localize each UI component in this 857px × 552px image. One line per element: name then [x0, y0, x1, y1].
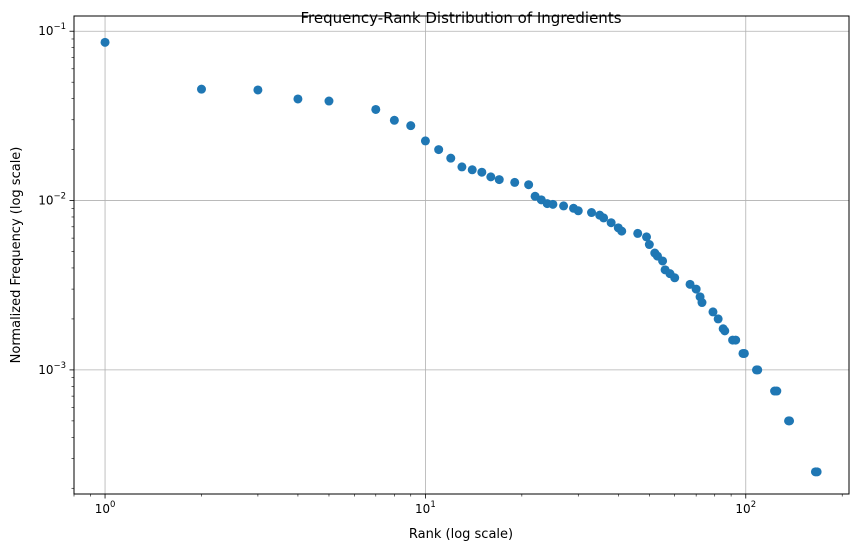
- chart-title: Frequency-Rank Distribution of Ingredien…: [300, 9, 621, 27]
- y-tick-label: 10−3: [38, 361, 66, 377]
- data-point: [371, 104, 381, 114]
- data-point: [477, 167, 487, 177]
- data-point: [467, 165, 477, 175]
- data-point: [196, 84, 206, 94]
- x-tick-label: 102: [735, 500, 756, 516]
- x-axis-label: Rank (log scale): [409, 527, 513, 542]
- data-point: [559, 201, 569, 211]
- data-point: [697, 298, 707, 308]
- data-point: [739, 348, 749, 358]
- data-point: [642, 232, 652, 242]
- x-tick-label: 101: [415, 500, 436, 516]
- data-point: [434, 145, 444, 155]
- data-point: [457, 162, 467, 172]
- data-point: [548, 199, 558, 209]
- data-point: [420, 136, 430, 146]
- data-point: [389, 115, 399, 125]
- data-point: [644, 240, 654, 250]
- data-point: [658, 256, 668, 266]
- data-point: [510, 177, 520, 187]
- data-point: [253, 85, 263, 95]
- y-tick-label: 10−2: [38, 192, 66, 208]
- data-point: [731, 335, 741, 345]
- data-point: [100, 37, 110, 47]
- data-point: [670, 273, 680, 283]
- data-point: [494, 175, 504, 185]
- data-point: [324, 96, 334, 106]
- x-tick-label: 100: [95, 500, 116, 516]
- grid: [74, 16, 849, 494]
- y-tick-label: 10−1: [38, 22, 66, 38]
- data-point: [772, 386, 782, 396]
- data-point: [293, 94, 303, 104]
- plot-frame: [73, 15, 850, 495]
- data-point: [708, 307, 718, 317]
- data-point: [606, 218, 616, 228]
- data-point: [587, 208, 597, 218]
- data-point: [599, 213, 609, 223]
- data-point: [573, 206, 583, 216]
- data-point: [406, 121, 416, 131]
- data-point: [446, 153, 456, 163]
- data-point: [685, 279, 695, 289]
- data-point: [617, 226, 627, 236]
- y-axis-label: Normalized Frequency (log scale): [9, 147, 24, 364]
- data-point: [753, 365, 763, 375]
- data-point: [713, 314, 723, 324]
- axis-ticks: 100 101 102 10−3 10−2 10−1: [38, 22, 843, 516]
- data-point: [486, 172, 496, 182]
- data-point: [720, 326, 730, 336]
- data-points: [100, 37, 822, 477]
- data-point: [785, 416, 795, 426]
- data-point: [633, 228, 643, 238]
- data-point: [812, 467, 822, 477]
- data-point: [691, 284, 701, 294]
- data-point: [524, 180, 534, 190]
